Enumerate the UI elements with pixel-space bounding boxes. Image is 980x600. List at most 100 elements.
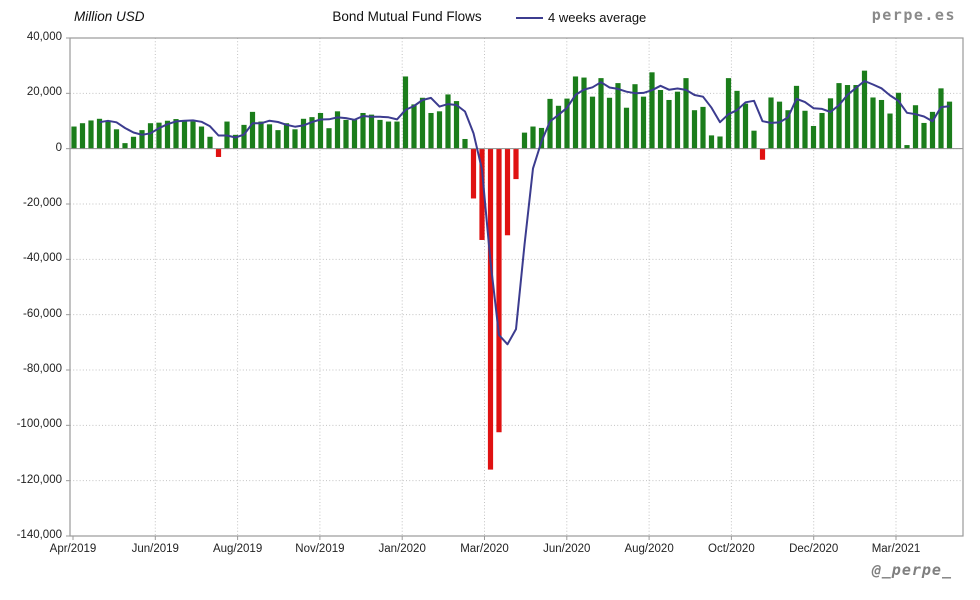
flow-bar (428, 112, 434, 149)
x-tick-label: Oct/2020 (708, 543, 755, 555)
flow-bar (921, 122, 927, 149)
flow-bar (700, 106, 706, 149)
flow-bar (827, 98, 834, 149)
x-tick-label: Apr/2019 (49, 543, 97, 555)
flow-bar (717, 136, 723, 149)
flow-bar (232, 134, 239, 149)
flow-bar (139, 130, 145, 149)
x-tick-label: Mar/2021 (871, 543, 921, 555)
flow-bar (96, 118, 103, 149)
brand-watermark: perpe.es (871, 6, 956, 24)
legend: 4 weeks average (516, 9, 646, 26)
y-tick-label: 0 (55, 141, 62, 154)
y-tick-label: -40,000 (22, 252, 62, 265)
x-tick-label: Jan/2020 (378, 543, 426, 555)
flow-bar (88, 120, 94, 149)
moving-average-line (99, 80, 950, 346)
flow-bar (870, 97, 876, 149)
y-tick-label: -140,000 (16, 529, 62, 541)
flow-bar (674, 91, 681, 149)
flow-bar (564, 98, 570, 149)
flow-bar (343, 119, 349, 149)
flow-bar (521, 132, 528, 149)
flow-bar (436, 111, 443, 149)
flow-bar (691, 110, 698, 149)
x-tick-label: Jun/2019 (131, 543, 179, 555)
flow-bar (632, 84, 638, 149)
flow-bar (156, 122, 162, 149)
flow-bar (810, 125, 817, 149)
flow-bar (802, 110, 808, 149)
flow-bar (292, 129, 298, 149)
flow-bar (360, 112, 366, 149)
flow-bar (589, 96, 596, 149)
flow-bar (708, 135, 715, 149)
flow-bar (572, 76, 579, 149)
flow-bar (649, 72, 655, 149)
flow-bar (912, 105, 919, 149)
x-tick-label: Jun/2020 (543, 543, 591, 555)
chart-title: Bond Mutual Fund Flows (332, 9, 482, 24)
legend-label: 4 weeks average (548, 10, 647, 25)
flow-bar (351, 119, 358, 149)
y-tick-label: -60,000 (22, 307, 62, 320)
y-tick-label: 20,000 (26, 86, 62, 99)
flow-bar (895, 92, 902, 149)
flow-bar (122, 143, 128, 149)
flow-bar (904, 145, 910, 149)
flow-bar (538, 127, 545, 149)
flow-bar (487, 148, 494, 470)
twitter-handle: @_perpe_ (871, 561, 952, 579)
flow-bar (419, 97, 426, 149)
flow-bar (258, 121, 264, 149)
legend-line-swatch (516, 16, 543, 19)
flow-bar (79, 123, 86, 149)
flow-bar (147, 123, 154, 149)
flow-bar (751, 130, 757, 149)
flow-bar (742, 103, 749, 149)
flow-bar (555, 105, 562, 149)
flow-bar (606, 97, 613, 149)
y-tick-label: -100,000 (16, 418, 62, 431)
flow-bar (759, 148, 766, 160)
x-tick-label: Aug/2019 (212, 543, 263, 555)
flow-bar (462, 138, 468, 149)
flow-bar (938, 88, 944, 149)
flow-bar (496, 148, 502, 433)
flow-bar (173, 119, 179, 149)
y-tick-label: -80,000 (22, 363, 62, 375)
flow-bar (683, 78, 689, 149)
flow-bar (453, 101, 460, 149)
flow-bar (377, 119, 383, 149)
y-tick-label: 40,000 (26, 31, 62, 43)
flow-bar (411, 104, 417, 149)
flow-bar (300, 118, 307, 149)
flow-bar (402, 76, 409, 149)
flow-bar (819, 112, 825, 149)
x-tick-label: Dec/2020 (789, 543, 839, 555)
flow-bar (598, 78, 604, 149)
y-tick-label: -120,000 (16, 473, 62, 486)
flow-bar (657, 90, 664, 149)
flow-bar (317, 112, 324, 149)
flow-bar (394, 121, 400, 149)
flow-bar (785, 110, 791, 149)
flow-bar (283, 123, 290, 149)
flow-bar (776, 101, 783, 149)
flow-bar (929, 111, 936, 149)
flow-bar (513, 148, 519, 180)
x-tick-label: Mar/2020 (460, 543, 509, 555)
flow-bar (878, 99, 885, 149)
flow-bar (504, 148, 511, 236)
y-tick-label: -20,000 (22, 197, 62, 209)
flow-bar (241, 124, 247, 149)
flow-bar (275, 130, 281, 149)
flow-bar (113, 129, 120, 149)
flow-bar (844, 85, 851, 149)
flow-bar (326, 128, 332, 149)
flow-bar (445, 94, 451, 149)
flow-bar (249, 111, 256, 149)
flow-bar (190, 121, 196, 149)
flow-bar (215, 148, 222, 157)
